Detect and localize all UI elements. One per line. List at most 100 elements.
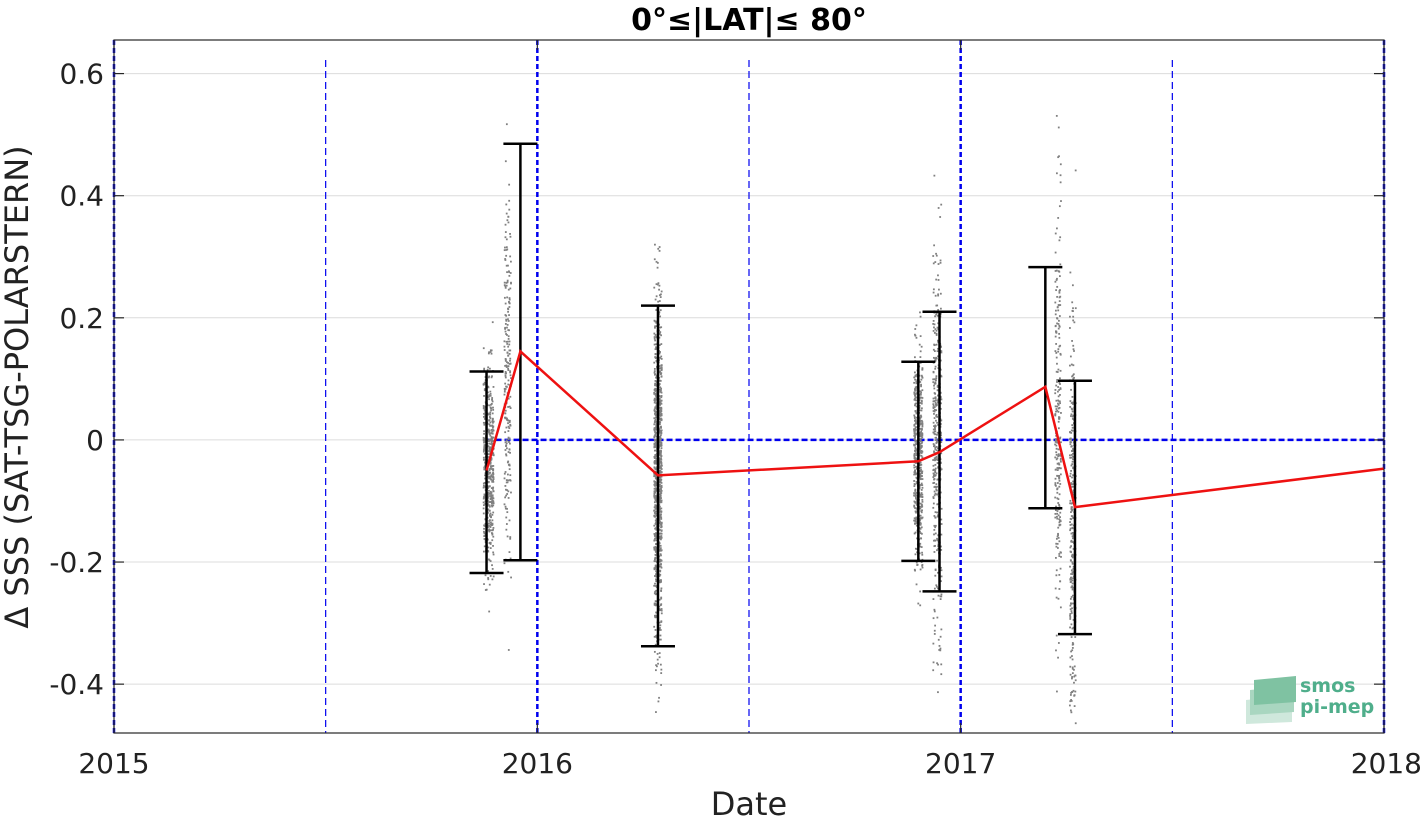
scatter-point (1070, 454, 1073, 456)
scatter-point (653, 535, 656, 537)
scatter-point (1057, 386, 1060, 388)
scatter-point (1069, 521, 1071, 523)
scatter-point (1071, 658, 1074, 661)
scatter-point (921, 496, 924, 499)
scatter-point (914, 471, 917, 474)
scatter-point (655, 711, 657, 713)
scatter-point (1055, 649, 1057, 652)
scatter-point (914, 388, 916, 390)
scatter-point (489, 560, 492, 562)
scatter-point (1072, 307, 1074, 310)
scatter-point (915, 507, 918, 510)
scatter-point (936, 511, 939, 514)
scatter-point (659, 544, 662, 547)
scatter-point (921, 427, 923, 430)
scatter-point (660, 406, 663, 409)
scatter-point (934, 470, 937, 472)
scatter-point (653, 367, 656, 370)
scatter-point (919, 423, 921, 426)
scatter-point (660, 526, 662, 529)
scatter-point (483, 550, 485, 553)
scatter-point (1071, 554, 1074, 556)
scatter-point (490, 443, 492, 445)
scatter-point (660, 290, 663, 293)
scatter-point (659, 481, 661, 483)
scatter-point (918, 397, 921, 400)
scatter-point (936, 416, 939, 418)
scatter-point (660, 587, 663, 590)
scatter-point (660, 389, 662, 392)
scatter-point (1059, 511, 1062, 514)
scatter-point (1074, 679, 1077, 682)
scatter-point (914, 469, 917, 472)
scatter-point (937, 663, 939, 666)
scatter-point (509, 479, 511, 481)
scatter-point (655, 547, 658, 550)
scatter-point (1069, 559, 1072, 562)
scatter-point (921, 498, 924, 501)
scatter-point (1072, 668, 1075, 671)
scatter-point (937, 638, 940, 641)
scatter-point (660, 471, 663, 474)
scatter-point (504, 441, 507, 444)
scatter-point (920, 468, 922, 471)
scatter-point (915, 511, 917, 514)
scatter-point (504, 496, 507, 499)
scatter-point (503, 340, 506, 343)
scatter-point (487, 570, 489, 573)
scatter-point (504, 359, 507, 362)
scatter-point (914, 520, 917, 523)
scatter-point (1069, 437, 1072, 440)
scatter-point (653, 429, 656, 432)
scatter-point (1057, 348, 1060, 351)
scatter-point (654, 512, 657, 515)
scatter-point (940, 673, 943, 676)
scatter-point (940, 545, 942, 548)
scatter-point (653, 635, 656, 638)
scatter-point (655, 580, 658, 583)
scatter-point (653, 560, 656, 562)
scatter-point (660, 492, 663, 494)
scatter-point (482, 421, 485, 424)
scatter-point (1057, 448, 1060, 451)
scatter-point (1072, 524, 1075, 527)
scatter-point (1058, 485, 1061, 488)
scatter-point (655, 384, 658, 387)
scatter-point (504, 412, 507, 415)
scatter-point (505, 365, 508, 368)
scatter-point (1070, 569, 1073, 572)
scatter-point (918, 552, 921, 555)
scatter-point (508, 363, 511, 365)
scatter-point (653, 399, 656, 402)
scatter-point (914, 459, 917, 461)
scatter-point (935, 252, 937, 255)
scatter-point (932, 404, 935, 407)
scatter-point (1071, 429, 1074, 432)
scatter-point (932, 642, 935, 645)
scatter-point (654, 445, 657, 447)
scatter-point (1071, 647, 1074, 649)
scatter-point (654, 533, 657, 536)
scatter-point (919, 523, 922, 526)
scatter-point (932, 319, 935, 322)
scatter-point (660, 391, 663, 394)
scatter-point (658, 311, 661, 314)
scatter-point (921, 432, 923, 435)
scatter-point (491, 397, 494, 399)
scatter-point (939, 359, 942, 362)
scatter-point (654, 326, 656, 329)
scatter-point (658, 621, 661, 624)
scatter-point (506, 271, 508, 274)
scatter-point (504, 328, 506, 330)
scatter-point (488, 446, 491, 449)
scatter-point (918, 343, 921, 346)
scatter-point (492, 575, 495, 578)
scatter-point (658, 505, 661, 508)
scatter-point (939, 261, 942, 264)
scatter-point (937, 279, 940, 281)
scatter-point (655, 396, 658, 399)
scatter-point (504, 285, 507, 288)
scatter-point (658, 444, 661, 447)
scatter-point (1059, 289, 1061, 291)
scatter-point (488, 395, 491, 398)
